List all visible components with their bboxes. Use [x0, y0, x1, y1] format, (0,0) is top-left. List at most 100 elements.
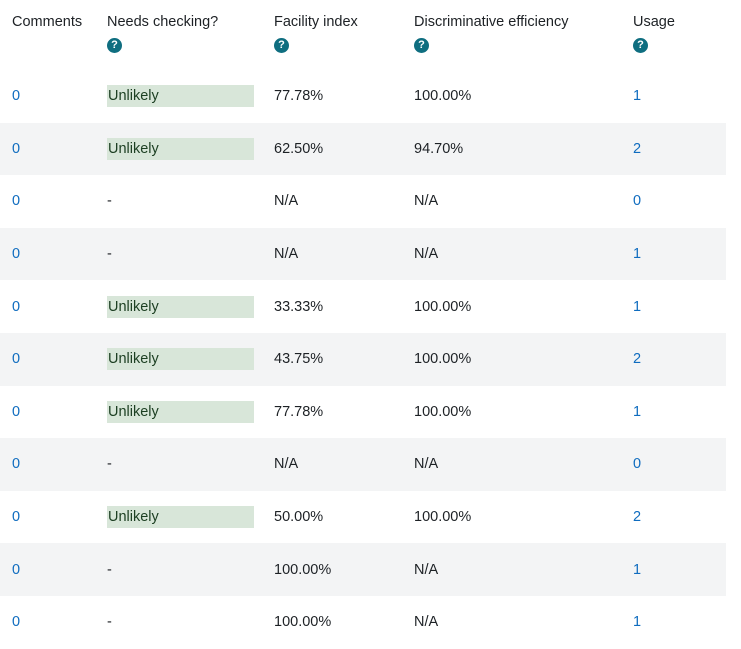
table-row: 0 - N/A N/A 0	[0, 175, 726, 228]
needs-checking-value-cell: -	[107, 228, 112, 281]
facility-index-value: 100.00%	[274, 561, 332, 578]
usage-link[interactable]: 2	[633, 140, 642, 157]
discriminative-efficiency-value: N/A	[414, 614, 439, 631]
comments-link[interactable]: 0	[12, 246, 21, 263]
usage-link[interactable]: 1	[633, 403, 642, 420]
comments-link[interactable]: 0	[12, 88, 21, 105]
comments-link-cell: 0	[12, 491, 20, 544]
usage-link[interactable]: 1	[633, 246, 642, 263]
discriminative-efficiency-value-cell: 100.00%	[414, 70, 471, 123]
facility-index-value: 77.78%	[274, 88, 324, 105]
discriminative-efficiency-value-cell: 100.00%	[414, 386, 471, 439]
needs-checking-value: -	[107, 561, 112, 578]
needs-checking-value: -	[107, 456, 112, 473]
usage-link-cell: 1	[633, 70, 641, 123]
needs-checking-badge: Unlikely	[107, 400, 254, 423]
discriminative-efficiency-value-cell: N/A	[414, 438, 438, 491]
needs-checking-badge: Unlikely	[107, 348, 254, 371]
table-row: 0 - N/A N/A 0	[0, 438, 726, 491]
facility-index-value: 33.33%	[274, 298, 324, 315]
discriminative-efficiency-value-cell: 94.70%	[414, 123, 463, 176]
facility-index-value-cell: 50.00%	[274, 491, 323, 544]
facility-index-value: 43.75%	[274, 351, 324, 368]
facility-index-value-cell: 43.75%	[274, 333, 323, 386]
comments-link[interactable]: 0	[12, 403, 21, 420]
table-row: 0 - 100.00% N/A 1	[0, 543, 726, 596]
help-icon[interactable]: ?	[633, 38, 648, 53]
comments-link-cell: 0	[12, 280, 20, 333]
discriminative-efficiency-value: 100.00%	[414, 403, 472, 420]
facility-index-value: 100.00%	[274, 614, 332, 631]
usage-link-cell: 2	[633, 333, 641, 386]
needs-checking-value-cell: -	[107, 543, 112, 596]
comments-link-cell: 0	[12, 333, 20, 386]
comments-link[interactable]: 0	[12, 614, 21, 631]
facility-index-value-cell: N/A	[274, 228, 298, 281]
needs-checking-value-cell: -	[107, 438, 112, 491]
facility-index-value: 50.00%	[274, 509, 324, 526]
usage-link-cell: 0	[633, 438, 641, 491]
usage-link[interactable]: 2	[633, 351, 642, 368]
comments-link[interactable]: 0	[12, 561, 21, 578]
table-row: 0 Unlikely 33.33% 100.00% 1	[0, 280, 726, 333]
discriminative-efficiency-value-cell: N/A	[414, 543, 438, 596]
facility-index-value-cell: 33.33%	[274, 280, 323, 333]
comments-link[interactable]: 0	[12, 351, 21, 368]
usage-link[interactable]: 0	[633, 193, 642, 210]
question-stats-table: Comments Needs checking? ? Facility inde…	[0, 14, 726, 649]
facility-index-value: 62.50%	[274, 140, 324, 157]
discriminative-efficiency-value: 100.00%	[414, 351, 472, 368]
comments-link-cell: 0	[12, 228, 20, 281]
discriminative-efficiency-value-cell: N/A	[414, 228, 438, 281]
needs-checking-badge-cell: Unlikely	[107, 123, 254, 176]
usage-link-cell: 1	[633, 596, 641, 649]
facility-index-value-cell: 100.00%	[274, 596, 331, 649]
comments-link[interactable]: 0	[12, 456, 21, 473]
comments-link[interactable]: 0	[12, 509, 21, 526]
needs-checking-badge-cell: Unlikely	[107, 491, 254, 544]
usage-link[interactable]: 1	[633, 614, 642, 631]
comments-link-cell: 0	[12, 543, 20, 596]
usage-link[interactable]: 1	[633, 88, 642, 105]
facility-index-value-cell: 77.78%	[274, 70, 323, 123]
discriminative-efficiency-value: N/A	[414, 246, 439, 263]
facility-index-value-cell: 62.50%	[274, 123, 323, 176]
usage-link[interactable]: 1	[633, 298, 642, 315]
discriminative-efficiency-value-cell: N/A	[414, 596, 438, 649]
usage-link-cell: 1	[633, 280, 641, 333]
comments-link[interactable]: 0	[12, 140, 21, 157]
header-comments-label: Comments	[12, 14, 83, 30]
table-row: 0 Unlikely 50.00% 100.00% 2	[0, 491, 726, 544]
facility-index-value-cell: 77.78%	[274, 386, 323, 439]
table-row: 0 - N/A N/A 1	[0, 227, 726, 281]
help-icon[interactable]: ?	[414, 38, 429, 53]
comments-link-cell: 0	[12, 175, 20, 228]
help-icon[interactable]: ?	[107, 38, 122, 53]
usage-link[interactable]: 0	[633, 456, 642, 473]
comments-link-cell: 0	[12, 123, 20, 176]
header-usage-label: Usage	[633, 14, 675, 30]
usage-link-cell: 0	[633, 175, 641, 228]
usage-link[interactable]: 1	[633, 561, 642, 578]
usage-link-cell: 1	[633, 386, 641, 439]
discriminative-efficiency-value: N/A	[414, 456, 439, 473]
discriminative-efficiency-value-cell: 100.00%	[414, 333, 471, 386]
comments-link[interactable]: 0	[12, 193, 21, 210]
usage-link[interactable]: 2	[633, 509, 642, 526]
table-row: 0 Unlikely 77.78% 100.00% 1	[0, 70, 726, 123]
usage-link-cell: 1	[633, 228, 641, 281]
needs-checking-value: -	[107, 193, 112, 210]
needs-checking-badge: Unlikely	[107, 137, 254, 160]
facility-index-value: N/A	[274, 193, 299, 210]
comments-link[interactable]: 0	[12, 298, 21, 315]
needs-checking-badge-cell: Unlikely	[107, 386, 254, 439]
help-icon[interactable]: ?	[274, 38, 289, 53]
usage-link-cell: 2	[633, 123, 641, 176]
discriminative-efficiency-value: 100.00%	[414, 88, 472, 105]
needs-checking-value-cell: -	[107, 175, 112, 228]
needs-checking-badge: Unlikely	[107, 506, 254, 529]
discriminative-efficiency-value-cell: 100.00%	[414, 280, 471, 333]
table-row: 0 Unlikely 62.50% 94.70% 2	[0, 122, 726, 176]
facility-index-value: 77.78%	[274, 403, 324, 420]
comments-link-cell: 0	[12, 70, 20, 123]
